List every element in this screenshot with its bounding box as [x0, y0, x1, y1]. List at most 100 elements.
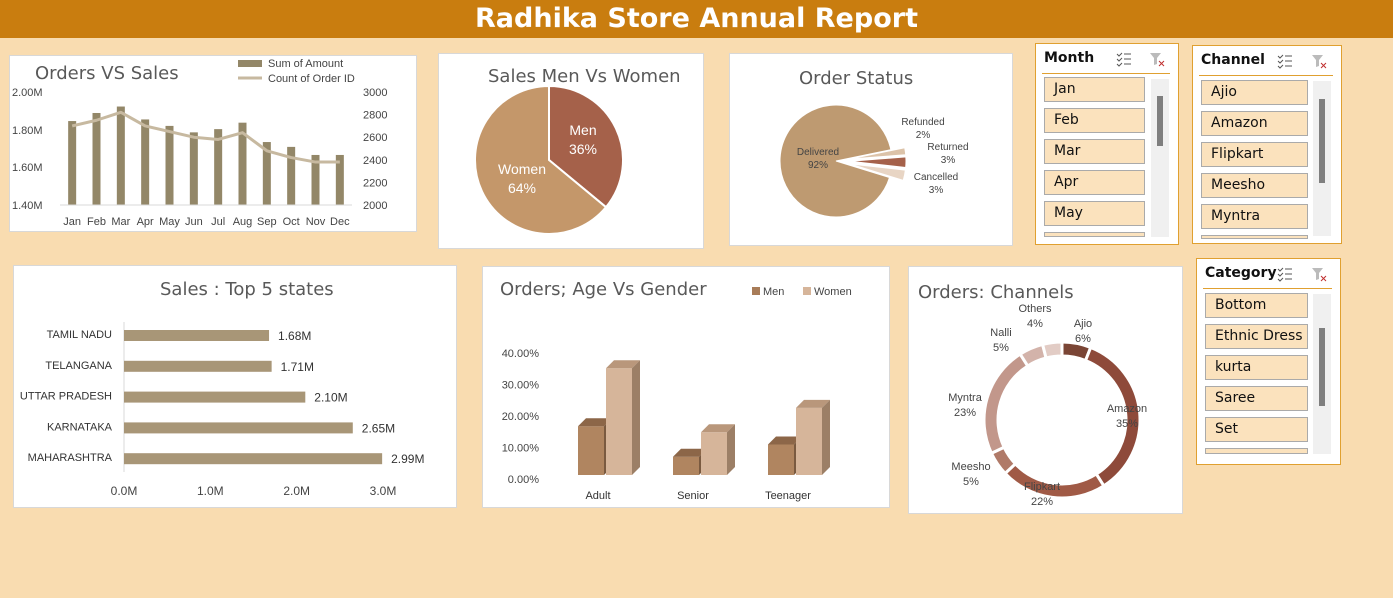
x-tick-label: May — [159, 216, 180, 228]
y2-tick-label: 2400 — [363, 155, 387, 167]
bar-top-face — [578, 418, 612, 427]
bar-men — [768, 444, 794, 475]
y2-tick-label: 2800 — [363, 110, 387, 122]
slicer-item-mar[interactable]: Mar — [1044, 139, 1145, 164]
y-tick-label: 0.00% — [508, 474, 539, 486]
slicer-item-amazon[interactable]: Amazon — [1201, 111, 1308, 136]
slicer-item-ethnic-dress[interactable]: Ethnic Dress — [1205, 324, 1308, 349]
slicer-divider — [1199, 75, 1333, 76]
channels-donut: Ajio 6% Amazon 35% Flipkart 22% Meesho 5% Myntra… — [948, 303, 1147, 508]
slice-label: Amazon — [1107, 403, 1147, 415]
legend-label-women: Women — [814, 286, 852, 298]
x-tick-label: Sep — [257, 216, 277, 228]
pie-slice-cancelled — [849, 163, 906, 182]
x-tick-label: 3.0M — [370, 484, 397, 498]
y2-tick-label: 2200 — [363, 177, 387, 189]
data-label: 2.99M — [391, 452, 424, 466]
slice-percent: 2% — [916, 130, 931, 141]
channels-chart[interactable]: Orders: Channels Ajio 6% Amazon 35% Flipkart… — [908, 266, 1183, 514]
slicer-item-saree[interactable]: Saree — [1205, 386, 1308, 411]
pie-slice-women — [474, 84, 608, 235]
category-slicer-title: Category — [1205, 265, 1277, 281]
scroll-thumb[interactable] — [1157, 96, 1163, 146]
bar-women — [701, 432, 727, 475]
slice-label: Women — [498, 161, 546, 177]
legend-swatch-women — [803, 287, 811, 295]
bar-amount — [335, 154, 344, 205]
x-tick-label: Feb — [87, 216, 106, 228]
bar-amount — [92, 112, 101, 205]
x-tick-label: Apr — [137, 216, 154, 228]
clear-filter-icon[interactable] — [1311, 54, 1327, 69]
bar-side-face — [727, 424, 735, 475]
legend-swatch-amount — [238, 60, 262, 67]
slice-label: Delivered — [797, 147, 839, 158]
slice-label: Myntra — [948, 392, 983, 404]
legend-label-men: Men — [763, 286, 784, 298]
slicer-item-flipkart[interactable]: Flipkart — [1201, 142, 1308, 167]
scroll-thumb[interactable] — [1319, 328, 1325, 406]
top-states-chart[interactable]: Sales : Top 5 states TAMIL NADU 1.68M TELA… — [13, 265, 457, 508]
bar-amount — [311, 154, 320, 205]
chart-title: Orders VS Sales — [35, 63, 179, 84]
clear-filter-icon[interactable] — [1311, 267, 1327, 282]
x-tick-label: Oct — [283, 216, 300, 228]
multi-select-icon[interactable] — [1277, 267, 1293, 282]
month-slicer[interactable]: Month Jan Feb Mar Apr May — [1035, 43, 1179, 245]
y2-tick-label: 2600 — [363, 132, 387, 144]
slice-label: Nalli — [990, 327, 1011, 339]
slicer-item-jan[interactable]: Jan — [1044, 77, 1145, 102]
slice-label: Others — [1018, 303, 1052, 315]
scroll-thumb[interactable] — [1319, 99, 1325, 183]
y-tick-label: 30.00% — [502, 380, 540, 392]
pie-slice-refunded — [849, 147, 907, 160]
slicer-item-myntra[interactable]: Myntra — [1201, 204, 1308, 229]
chart-title: Sales : Top 5 states — [160, 279, 334, 300]
bar-side-face — [632, 360, 640, 475]
slicer-divider — [1203, 288, 1332, 289]
x-tick-label: Jul — [211, 216, 225, 228]
category-slicer-scrollbar[interactable] — [1313, 294, 1331, 454]
state-bar — [124, 391, 306, 403]
slice-label: Cancelled — [914, 172, 958, 183]
channel-slicer-scrollbar[interactable] — [1313, 81, 1331, 236]
bar-women — [796, 407, 822, 475]
channel-slicer-title: Channel — [1201, 52, 1265, 68]
channel-slicer[interactable]: Channel Ajio Amazon Flipkart Meesho Mynt… — [1192, 45, 1342, 244]
slicer-item-partial[interactable] — [1205, 448, 1308, 454]
multi-select-icon[interactable] — [1277, 54, 1293, 69]
slicer-item-set[interactable]: Set — [1205, 417, 1308, 442]
legend-label-amount: Sum of Amount — [268, 58, 343, 70]
bar-amount — [238, 122, 247, 205]
multi-select-icon[interactable] — [1116, 52, 1132, 67]
age-gender-chart[interactable]: Orders; Age Vs Gender Men Women 40.00% 30.0… — [482, 266, 890, 508]
x-tick-label: Teenager — [765, 490, 811, 502]
gender-sales-chart[interactable]: Sales Men Vs Women Men 36% Women 64% — [438, 53, 704, 249]
state-label: KARNATAKA — [47, 421, 113, 433]
slice-percent: 92% — [808, 160, 828, 171]
slicer-item-apr[interactable]: Apr — [1044, 170, 1145, 195]
slice-label: Men — [569, 122, 596, 138]
x-tick-label: Senior — [677, 490, 709, 502]
order-status-pie: Delivered 92% Refunded 2%Returned 3% Cancelle… — [779, 104, 969, 218]
slicer-item-kurta[interactable]: kurta — [1205, 355, 1308, 380]
clear-filter-icon[interactable] — [1149, 52, 1165, 67]
slicer-item-feb[interactable]: Feb — [1044, 108, 1145, 133]
pie-slice-delivered — [779, 104, 892, 218]
month-slicer-title: Month — [1044, 50, 1095, 66]
slicer-item-partial[interactable] — [1044, 232, 1145, 237]
slicer-item-bottom[interactable]: Bottom — [1205, 293, 1308, 318]
orders-vs-sales-chart[interactable]: Orders VS Sales Sum of Amount Count of O… — [9, 55, 417, 232]
slice-percent: 64% — [508, 180, 536, 196]
state-bar — [124, 360, 272, 372]
month-slicer-scrollbar[interactable] — [1151, 79, 1169, 237]
order-status-chart[interactable]: Order Status Delivered 92% Refunded 2% Retur… — [729, 53, 1013, 246]
slicer-item-may[interactable]: May — [1044, 201, 1145, 226]
slicer-divider — [1042, 73, 1170, 74]
category-slicer[interactable]: Category Bottom Ethnic Dress kurta Saree… — [1196, 258, 1341, 465]
slicer-item-meesho[interactable]: Meesho — [1201, 173, 1308, 198]
slicer-item-ajio[interactable]: Ajio — [1201, 80, 1308, 105]
slicer-item-partial[interactable] — [1201, 235, 1308, 239]
slice-percent: 23% — [954, 407, 976, 419]
state-label: TAMIL NADU — [47, 329, 112, 341]
